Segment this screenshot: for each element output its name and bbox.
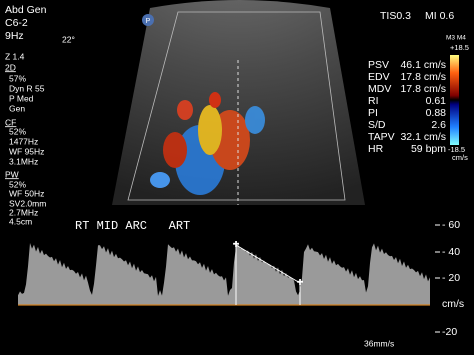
measurement-value: 32.1 cm/s	[400, 131, 446, 143]
measurement-label: EDV	[368, 71, 390, 83]
frame-rate: 9Hz	[5, 30, 24, 42]
setting: 1477Hz	[9, 136, 38, 146]
color-bar-top: +18.5	[450, 43, 469, 52]
setting: 52%	[9, 126, 26, 136]
color-bar-modes: M3 M4	[446, 35, 466, 42]
tis: TIS0.3	[380, 10, 411, 22]
scale-label: - 20	[442, 272, 460, 284]
measurement-value: 17.8 cm/s	[400, 83, 446, 95]
measurement-value: 46.1 cm/s	[400, 59, 446, 71]
calipers: ++	[233, 239, 304, 305]
color-flow	[150, 92, 265, 195]
measurement-value: 2.6	[431, 119, 446, 131]
setting: WF 95Hz	[9, 146, 44, 156]
measurement-value: 0.88	[426, 107, 447, 119]
setting: SV2.0mm	[9, 198, 46, 208]
setting: 4.5cm	[9, 216, 32, 226]
setting: P Med	[9, 93, 34, 103]
scale-label: -20	[442, 326, 457, 338]
measurement-label: PI	[368, 107, 378, 119]
color-bar	[450, 55, 459, 145]
setting: 52%	[9, 179, 26, 189]
setting: 57%	[9, 73, 26, 83]
measurement-label: HR	[368, 143, 384, 155]
angle: 22°	[62, 34, 75, 44]
scale-label: cm/s	[442, 298, 464, 310]
svg-text:+: +	[233, 240, 239, 251]
icon-label: P	[146, 18, 151, 25]
color-bar-unit: cm/s	[452, 153, 468, 162]
svg-text:+: +	[297, 278, 303, 289]
icon-circle	[142, 14, 154, 26]
sweep-speed: 36mm/s	[364, 338, 394, 348]
measurement-label: PSV	[368, 59, 389, 71]
preset: Abd Gen	[5, 4, 47, 16]
measurement-value: 17.8 cm/s	[400, 71, 446, 83]
annotation: RT MID ARC ART	[75, 219, 190, 233]
measurement-value: 59 bpm	[411, 143, 446, 155]
spectral-waveform	[18, 243, 430, 305]
measurement-value: 0.61	[426, 95, 447, 107]
measurement-label: TAPV	[368, 131, 395, 143]
setting: 2.7MHz	[9, 207, 38, 217]
setting: CF	[5, 117, 16, 127]
measurement-label: MDV	[368, 83, 391, 95]
mi: MI 0.6	[425, 10, 454, 22]
measurement-label: S/D	[368, 119, 386, 131]
scale-label: - 60	[442, 219, 460, 231]
setting: 3.1MHz	[9, 156, 38, 166]
setting: Gen	[9, 103, 25, 113]
setting: 2D	[5, 62, 16, 72]
measurement-label: RI	[368, 95, 379, 107]
probe: C6-2	[5, 17, 28, 29]
setting: Z 1.4	[5, 51, 25, 61]
setting: Dyn R 55	[9, 83, 45, 93]
setting: WF 50Hz	[9, 188, 44, 198]
scale-label: - 40	[442, 246, 460, 258]
color-bar-bottom: -18.5	[448, 145, 465, 154]
color-box	[127, 11, 346, 201]
setting: PW	[5, 169, 19, 179]
scale-ticks	[435, 224, 440, 333]
